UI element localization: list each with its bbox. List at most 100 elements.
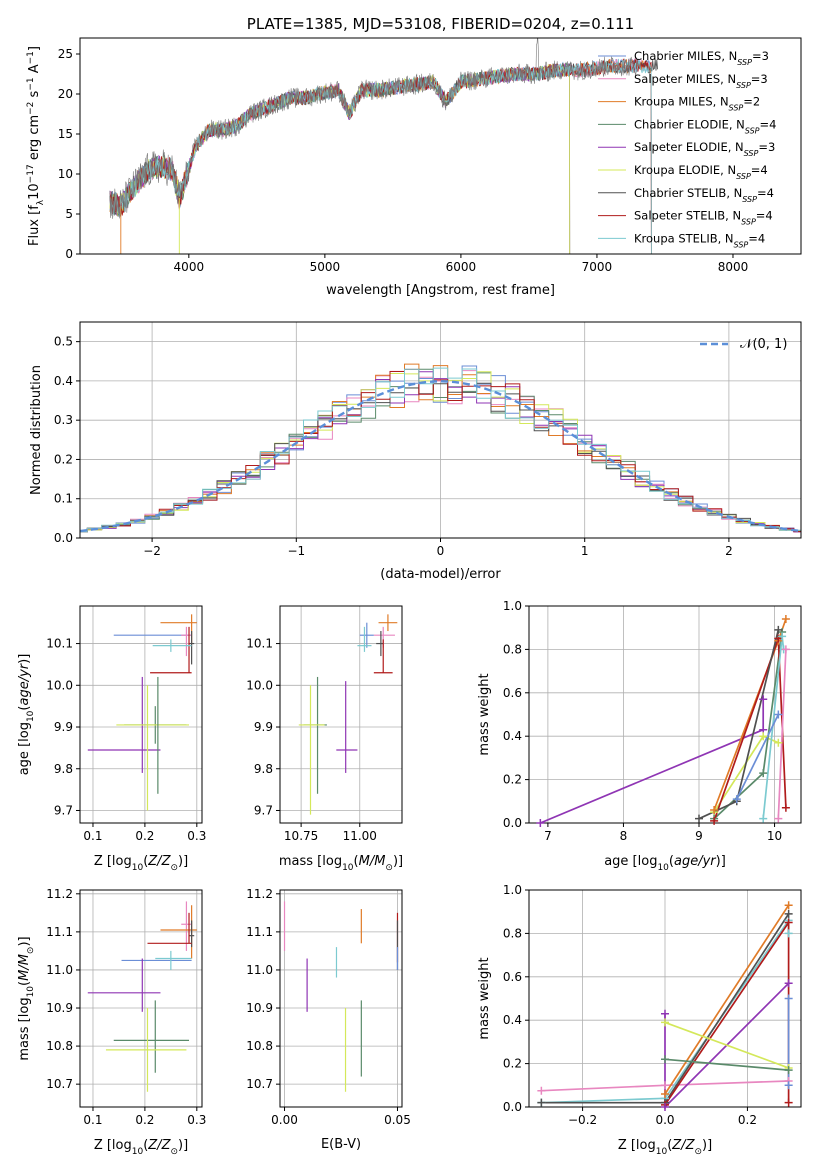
weight-point-marker xyxy=(774,710,783,719)
weight-point-marker xyxy=(784,901,793,910)
x-tick-label: 0.3 xyxy=(187,1113,206,1127)
y-tick-label: 0.8 xyxy=(503,642,522,656)
weight-point-marker xyxy=(784,994,793,1003)
errorbar-point xyxy=(359,622,374,648)
weight-point-marker xyxy=(784,918,793,927)
y-tick-label: 0.2 xyxy=(503,773,522,787)
y-tick-label: 0.2 xyxy=(54,452,73,466)
weight-age-axes: 7 8 9 10 0.0 0.2 0.4 0.6 0.8 1.0 xyxy=(503,599,802,843)
x-tick-label: −1 xyxy=(287,544,305,558)
y-tick-label: 15 xyxy=(58,127,73,141)
x-tick-label: 7 xyxy=(544,829,552,843)
x-tick-label: 0.2 xyxy=(135,829,154,843)
errorbar-point xyxy=(357,626,372,652)
y-tick-label: 11.2 xyxy=(246,887,273,901)
y-tick-label: 0.2 xyxy=(503,1057,522,1071)
x-axis-label: (data-model)/error xyxy=(380,567,501,582)
axes-border xyxy=(79,605,203,824)
weight-point-marker xyxy=(784,1066,793,1075)
chart-title: PLATE=1385, MJD=53108, FIBERID=0204, z=0… xyxy=(247,15,634,33)
y-tick-label: 11.0 xyxy=(246,963,273,977)
y-tick-label: 10.8 xyxy=(46,1039,73,1053)
x-tick-label: 0.2 xyxy=(135,1113,154,1127)
x-axis-label: wavelength [Angstrom, rest frame] xyxy=(326,283,555,298)
y-tick-label: 9.9 xyxy=(54,720,73,734)
weight-point-marker xyxy=(710,816,719,825)
x-tick-label: 8000 xyxy=(718,260,749,274)
errorbar-point xyxy=(373,626,395,648)
axes-border xyxy=(528,605,802,824)
y-tick-label: 10.7 xyxy=(246,1077,273,1091)
y-tick-label: 9.9 xyxy=(254,720,273,734)
weight-series-line xyxy=(664,904,790,1095)
y-tick-label: 0.0 xyxy=(503,1100,522,1114)
legend-label: Chabrier ELODIE, NSSP=4 xyxy=(634,117,776,135)
mass-z-axes: 0.1 0.2 0.3 10.7 10.8 10.9 11.0 11.1 11.2 xyxy=(46,887,206,1127)
errorbar-point xyxy=(105,1008,187,1092)
y-tick-label: 10.7 xyxy=(46,1077,73,1091)
plot-area xyxy=(87,901,197,1092)
axes-frame: 0.1 0.2 0.3 9.7 9.8 9.9 10.0 10.1 xyxy=(46,605,206,843)
errorbar-point xyxy=(87,958,161,1012)
y-tick-label: 25 xyxy=(58,47,73,61)
errorbar-point xyxy=(189,920,195,948)
weight-point-marker xyxy=(759,695,768,704)
y-tick-label: 0.4 xyxy=(503,729,522,743)
plot-area xyxy=(298,614,398,815)
x-tick-label: 0.00 xyxy=(271,1113,298,1127)
weight-point-marker xyxy=(774,814,783,823)
weight-series-line xyxy=(664,982,790,1107)
axes-border xyxy=(79,37,802,255)
x-tick-label: 6000 xyxy=(446,260,477,274)
weight-point-marker xyxy=(536,819,545,827)
x-axis-label: Z [log10(Z/Z⊙)] xyxy=(94,1138,188,1157)
y-tick-label: 9.8 xyxy=(254,762,273,776)
x-axis-label: age [log10(age/yr)] xyxy=(604,854,726,873)
legend-label: Salpeter STELIB, NSSP=4 xyxy=(634,209,773,227)
axes-border xyxy=(279,605,403,824)
errorbar-point xyxy=(181,626,192,657)
errorbar-point xyxy=(152,639,192,652)
x-tick-label: 7000 xyxy=(582,260,613,274)
plot-area xyxy=(87,614,197,811)
legend-label: Chabrier STELIB, NSSP=4 xyxy=(634,186,774,204)
histogram-series xyxy=(80,370,801,533)
weight-point-marker xyxy=(784,979,793,988)
x-tick-label: 0.05 xyxy=(384,1113,411,1127)
axes-frame: 10.75 11.00 9.7 9.8 9.9 10.0 10.1 xyxy=(246,605,403,843)
legend-label: Kroupa ELODIE, NSSP=4 xyxy=(634,163,768,181)
axes-frame: 7 8 9 10 0.0 0.2 0.4 0.6 0.8 1.0 xyxy=(503,599,802,843)
weight-point-marker xyxy=(661,1055,669,1064)
weight-z-axes: −0.2 0.0 0.2 0.0 0.2 0.4 0.6 0.8 1.0 xyxy=(503,883,802,1127)
residuals-axes: −2 −1 0 1 2 0.0 0.1 0.2 0.3 0.4 0.5 xyxy=(54,321,802,558)
x-tick-label: 0.2 xyxy=(738,1113,757,1127)
y-tick-label: 10.1 xyxy=(46,637,73,651)
y-tick-label: 0 xyxy=(65,247,73,261)
legend: 𝒩(0, 1) xyxy=(700,337,787,352)
errorbar-point xyxy=(113,1000,190,1073)
y-tick-label: 11.1 xyxy=(46,925,73,939)
weight-point-marker xyxy=(732,795,741,804)
y-tick-label: 9.7 xyxy=(54,803,73,817)
x-tick-label: 4000 xyxy=(174,260,205,274)
x-tick-label: 1 xyxy=(581,544,589,558)
weight-series-line xyxy=(664,1021,789,1069)
normal-curve xyxy=(80,380,801,533)
axes-border xyxy=(79,889,203,1108)
plot-area xyxy=(109,38,658,254)
errorbar-point xyxy=(376,631,384,657)
y-tick-label: 0.8 xyxy=(503,926,522,940)
spectrum-series-line xyxy=(109,58,652,254)
errorbar-point xyxy=(116,685,190,811)
legend-label: Kroupa STELIB, NSSP=4 xyxy=(634,231,765,249)
plot-area xyxy=(80,363,801,533)
y-tick-label: 10.0 xyxy=(46,678,73,692)
weight-point-marker xyxy=(710,805,719,814)
x-tick-label: 10.75 xyxy=(284,829,318,843)
y-tick-label: 0.0 xyxy=(54,531,73,545)
axes-frame: 0.1 0.2 0.3 10.7 10.8 10.9 11.0 11.1 11.2 xyxy=(46,887,206,1127)
weight-point-marker xyxy=(784,1081,793,1090)
errorbar-point xyxy=(147,912,192,944)
legend-label: Salpeter MILES, NSSP=3 xyxy=(634,72,768,90)
